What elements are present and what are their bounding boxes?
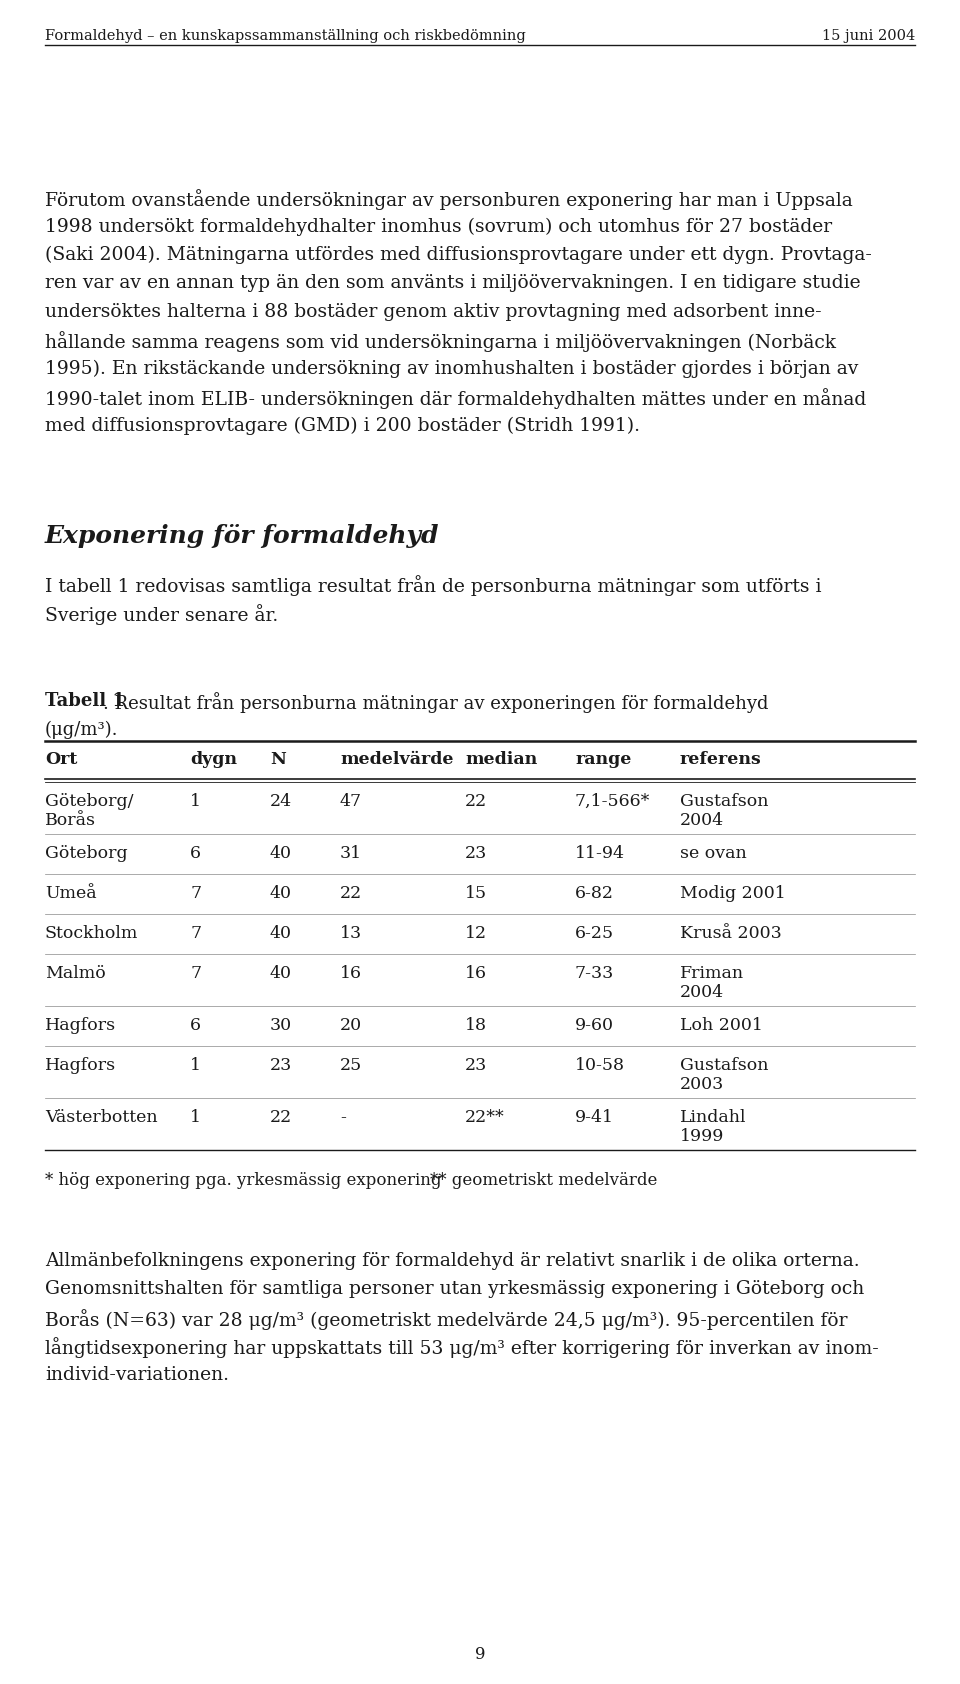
Text: I tabell 1 redovisas samtliga resultat från de personburna mätningar som utförts: I tabell 1 redovisas samtliga resultat f… — [45, 576, 822, 596]
Text: Tabell 1: Tabell 1 — [45, 692, 125, 711]
Text: Loh 2001: Loh 2001 — [680, 1017, 763, 1034]
Text: Göteborg/: Göteborg/ — [45, 793, 133, 810]
Text: 7: 7 — [190, 965, 202, 982]
Text: Genomsnittshalten för samtliga personer utan yrkesmässig exponering i Göteborg o: Genomsnittshalten för samtliga personer … — [45, 1280, 864, 1298]
Text: 6: 6 — [190, 845, 201, 862]
Text: 1995). En rikstäckande undersökning av inomhushalten i bostäder gjordes i början: 1995). En rikstäckande undersökning av i… — [45, 360, 858, 379]
Text: 6: 6 — [190, 1017, 201, 1034]
Text: 23: 23 — [270, 1058, 292, 1074]
Text: 7-33: 7-33 — [575, 965, 614, 982]
Text: Göteborg: Göteborg — [45, 845, 128, 862]
Text: * hög exponering pga. yrkesmässig exponering: * hög exponering pga. yrkesmässig expone… — [45, 1172, 442, 1189]
Text: Kruså 2003: Kruså 2003 — [680, 925, 781, 941]
Text: Hagfors: Hagfors — [45, 1017, 116, 1034]
Text: Gustafson: Gustafson — [680, 1058, 769, 1074]
Text: 13: 13 — [340, 925, 362, 941]
Text: individ-variationen.: individ-variationen. — [45, 1366, 229, 1384]
Text: 20: 20 — [340, 1017, 362, 1034]
Text: 12: 12 — [465, 925, 487, 941]
Text: Hagfors: Hagfors — [45, 1058, 116, 1074]
Text: Stockholm: Stockholm — [45, 925, 138, 941]
Text: Formaldehyd – en kunskapssammanställning och riskbedömning: Formaldehyd – en kunskapssammanställning… — [45, 29, 526, 44]
Text: 40: 40 — [270, 886, 292, 903]
Text: 22: 22 — [465, 793, 488, 810]
Text: . Resultat från personburna mätningar av exponeringen för formaldehyd: . Resultat från personburna mätningar av… — [103, 692, 769, 714]
Text: 22: 22 — [340, 886, 362, 903]
Text: Sverige under senare år.: Sverige under senare år. — [45, 605, 278, 625]
Text: 9-41: 9-41 — [575, 1110, 614, 1127]
Text: 22: 22 — [270, 1110, 292, 1127]
Text: N: N — [270, 751, 286, 768]
Text: 7: 7 — [190, 886, 202, 903]
Text: se ovan: se ovan — [680, 845, 747, 862]
Text: 1: 1 — [190, 1058, 201, 1074]
Text: 16: 16 — [340, 965, 362, 982]
Text: 1: 1 — [190, 1110, 201, 1127]
Text: undersöktes halterna i 88 bostäder genom aktiv provtagning med adsorbent inne-: undersöktes halterna i 88 bostäder genom… — [45, 303, 822, 322]
Text: 1990-talet inom ELIB- undersökningen där formaldehydhalten mättes under en månad: 1990-talet inom ELIB- undersökningen där… — [45, 389, 866, 409]
Text: 6-82: 6-82 — [575, 886, 614, 903]
Text: Lindahl: Lindahl — [680, 1110, 747, 1127]
Text: 6-25: 6-25 — [575, 925, 614, 941]
Text: 24: 24 — [270, 793, 292, 810]
Text: med diffusionsprovtagare (GMD) i 200 bostäder (Stridh 1991).: med diffusionsprovtagare (GMD) i 200 bos… — [45, 418, 640, 434]
Text: 30: 30 — [270, 1017, 292, 1034]
Text: Allmänbefolkningens exponering för formaldehyd är relativt snarlik i de olika or: Allmänbefolkningens exponering för forma… — [45, 1251, 859, 1270]
Text: 47: 47 — [340, 793, 362, 810]
Text: Malmö: Malmö — [45, 965, 106, 982]
Text: Exponering för formaldehyd: Exponering för formaldehyd — [45, 524, 440, 547]
Text: Borås: Borås — [45, 812, 96, 829]
Text: 2004: 2004 — [680, 812, 724, 829]
Text: 40: 40 — [270, 965, 292, 982]
Text: 40: 40 — [270, 925, 292, 941]
Text: Ort: Ort — [45, 751, 78, 768]
Text: 23: 23 — [465, 1058, 488, 1074]
Text: 40: 40 — [270, 845, 292, 862]
Text: 2003: 2003 — [680, 1076, 724, 1093]
Text: -: - — [340, 1110, 346, 1127]
Text: 25: 25 — [340, 1058, 362, 1074]
Text: range: range — [575, 751, 632, 768]
Text: median: median — [465, 751, 538, 768]
Text: 1999: 1999 — [680, 1128, 725, 1145]
Text: 7,1-566*: 7,1-566* — [575, 793, 650, 810]
Text: 22**: 22** — [465, 1110, 505, 1127]
Text: (Saki 2004). Mätningarna utfördes med diffusionsprovtagare under ett dygn. Provt: (Saki 2004). Mätningarna utfördes med di… — [45, 246, 872, 264]
Text: ren var av en annan typ än den som använts i miljöövervakningen. I en tidigare s: ren var av en annan typ än den som använ… — [45, 274, 860, 293]
Text: 31: 31 — [340, 845, 362, 862]
Text: 15: 15 — [465, 886, 487, 903]
Text: Borås (N=63) var 28 μg/m³ (geometriskt medelvärde 24,5 μg/m³). 95-percentilen fö: Borås (N=63) var 28 μg/m³ (geometriskt m… — [45, 1308, 848, 1330]
Text: Västerbotten: Västerbotten — [45, 1110, 157, 1127]
Text: 2004: 2004 — [680, 983, 724, 1000]
Text: (μg/m³).: (μg/m³). — [45, 721, 118, 739]
Text: Gustafson: Gustafson — [680, 793, 769, 810]
Text: 11-94: 11-94 — [575, 845, 625, 862]
Text: Modig 2001: Modig 2001 — [680, 886, 785, 903]
Text: hållande samma reagens som vid undersökningarna i miljöövervakningen (Norbäck: hållande samma reagens som vid undersökn… — [45, 332, 836, 352]
Text: 1998 undersökt formaldehydhalter inomhus (sovrum) och utomhus för 27 bostäder: 1998 undersökt formaldehydhalter inomhus… — [45, 217, 832, 236]
Text: medelvärde: medelvärde — [340, 751, 453, 768]
Text: Förutom ovanstående undersökningar av personburen exponering har man i Uppsala: Förutom ovanstående undersökningar av pe… — [45, 189, 852, 210]
Text: ** geometriskt medelvärde: ** geometriskt medelvärde — [430, 1172, 658, 1189]
Text: 16: 16 — [465, 965, 487, 982]
Text: 18: 18 — [465, 1017, 487, 1034]
Text: 7: 7 — [190, 925, 202, 941]
Text: 9-60: 9-60 — [575, 1017, 614, 1034]
Text: 9: 9 — [475, 1645, 485, 1664]
Text: 23: 23 — [465, 845, 488, 862]
Text: 1: 1 — [190, 793, 201, 810]
Text: Friman: Friman — [680, 965, 744, 982]
Text: 15 juni 2004: 15 juni 2004 — [822, 29, 915, 44]
Text: referens: referens — [680, 751, 761, 768]
Text: 10-58: 10-58 — [575, 1058, 625, 1074]
Text: Umeå: Umeå — [45, 886, 97, 903]
Text: dygn: dygn — [190, 751, 237, 768]
Text: långtidsexponering har uppskattats till 53 μg/m³ efter korrigering för inverkan : långtidsexponering har uppskattats till … — [45, 1337, 878, 1359]
